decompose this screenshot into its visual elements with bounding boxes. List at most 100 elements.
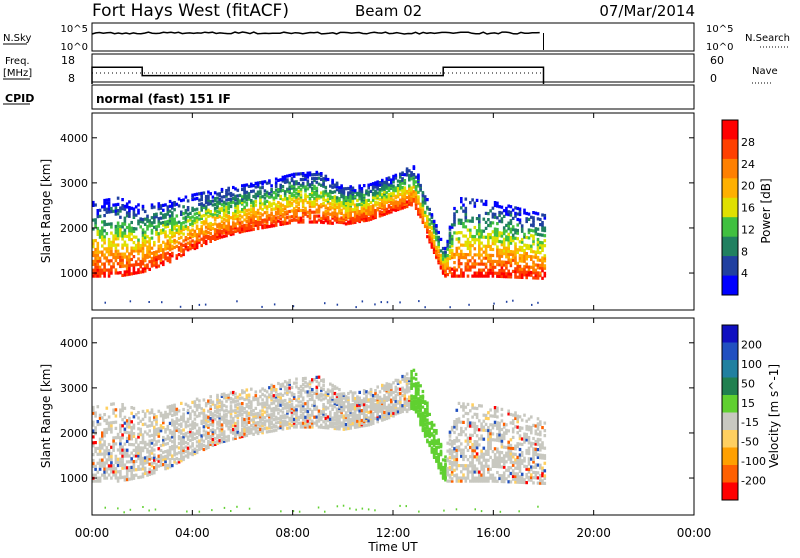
echo-cell <box>187 435 190 438</box>
echo-cell <box>282 414 285 417</box>
echo-cell <box>246 418 249 421</box>
echo-cell <box>133 207 136 210</box>
echo-cell <box>270 208 273 211</box>
echo-cell <box>293 200 296 203</box>
echo-cell <box>297 197 300 200</box>
echo-cell <box>336 408 339 411</box>
echo-cell <box>137 203 140 206</box>
echo-cell <box>498 249 501 252</box>
echo-cell <box>347 414 350 417</box>
echo-cell <box>108 253 111 256</box>
echo-cell <box>128 270 131 273</box>
echo-cell <box>121 253 124 256</box>
echo-cell <box>325 175 328 178</box>
echo-cell <box>103 464 106 467</box>
echo-cell <box>164 243 167 246</box>
echo-cell <box>336 398 339 401</box>
echo-cell <box>101 453 104 456</box>
echo-cell <box>135 263 138 266</box>
echo-cell <box>478 272 481 275</box>
echo-cell <box>286 175 289 178</box>
echo-cell <box>525 244 528 247</box>
echo-cell <box>510 219 513 222</box>
echo-cell <box>182 233 185 236</box>
echo-cell <box>171 245 174 248</box>
echo-cell <box>347 209 350 212</box>
echo-cell <box>257 430 260 433</box>
echo-cell <box>505 275 508 278</box>
echo-cell <box>103 214 106 217</box>
echo-cell <box>320 184 323 187</box>
echo-cell <box>379 396 382 399</box>
echo-cell <box>128 469 131 472</box>
echo-cell <box>352 217 355 220</box>
echo-cell <box>453 207 456 210</box>
echo-cell <box>266 430 269 433</box>
echo-cell <box>160 217 163 220</box>
echo-cell <box>451 272 454 275</box>
echo-cell <box>198 439 201 442</box>
echo-cell <box>103 275 106 278</box>
echo-cell <box>198 199 201 202</box>
ground-scatter-cell <box>468 304 470 306</box>
echo-cell <box>489 236 492 239</box>
echo-cell <box>474 235 477 238</box>
echo-cell <box>124 253 127 256</box>
echo-cell <box>241 224 244 227</box>
echo-cell <box>302 422 305 425</box>
echo-cell <box>478 220 481 223</box>
echo-cell <box>270 402 273 405</box>
echo-cell <box>465 198 468 201</box>
echo-cell <box>255 390 258 393</box>
echo-cell <box>270 188 273 191</box>
echo-cell <box>336 203 339 206</box>
echo-cell <box>507 247 510 250</box>
echo-cell <box>121 262 124 265</box>
echo-cell <box>483 251 486 254</box>
echo-cell <box>467 265 470 268</box>
echo-cell <box>94 468 97 471</box>
echo-cell <box>451 249 454 252</box>
echo-cell <box>489 245 492 248</box>
echo-cell <box>218 428 221 431</box>
echo-cell <box>108 467 111 470</box>
echo-cell <box>347 221 350 224</box>
echo-cell <box>106 247 109 250</box>
echo-cell <box>462 234 465 237</box>
echo-cell <box>404 391 407 394</box>
cpid-value: normal (fast) 151 IF <box>96 92 231 106</box>
echo-cell <box>103 235 106 238</box>
echo-cell <box>480 272 483 275</box>
nsearch-tick-top: 10^5 <box>706 24 733 35</box>
echo-cell <box>257 397 260 400</box>
echo-cell <box>408 201 411 204</box>
echo-cell <box>167 425 170 428</box>
echo-cell <box>257 209 260 212</box>
echo-cell <box>465 256 468 259</box>
echo-cell <box>124 416 127 419</box>
echo-cell <box>230 397 233 400</box>
echo-cell <box>97 471 100 474</box>
echo-cell <box>460 268 463 271</box>
echo-cell <box>97 263 100 266</box>
echo-cell <box>106 202 109 205</box>
echo-cell <box>383 181 386 184</box>
echo-cell <box>449 232 452 235</box>
echo-cell <box>182 244 185 247</box>
echo-cell <box>383 394 386 397</box>
echo-cell <box>318 195 321 198</box>
echo-cell <box>108 458 111 461</box>
echo-cell <box>110 250 113 253</box>
ground-scatter-cell <box>355 306 357 308</box>
echo-cell <box>532 211 535 214</box>
echo-cell <box>379 194 382 197</box>
echo-cell <box>203 433 206 436</box>
echo-cell <box>408 169 411 172</box>
echo-cell <box>144 223 147 226</box>
echo-cell <box>97 275 100 278</box>
echo-cell <box>404 394 407 397</box>
echo-cell <box>516 248 519 251</box>
echo-cell <box>108 247 111 250</box>
echo-cell <box>207 223 210 226</box>
echo-cell <box>325 204 328 207</box>
